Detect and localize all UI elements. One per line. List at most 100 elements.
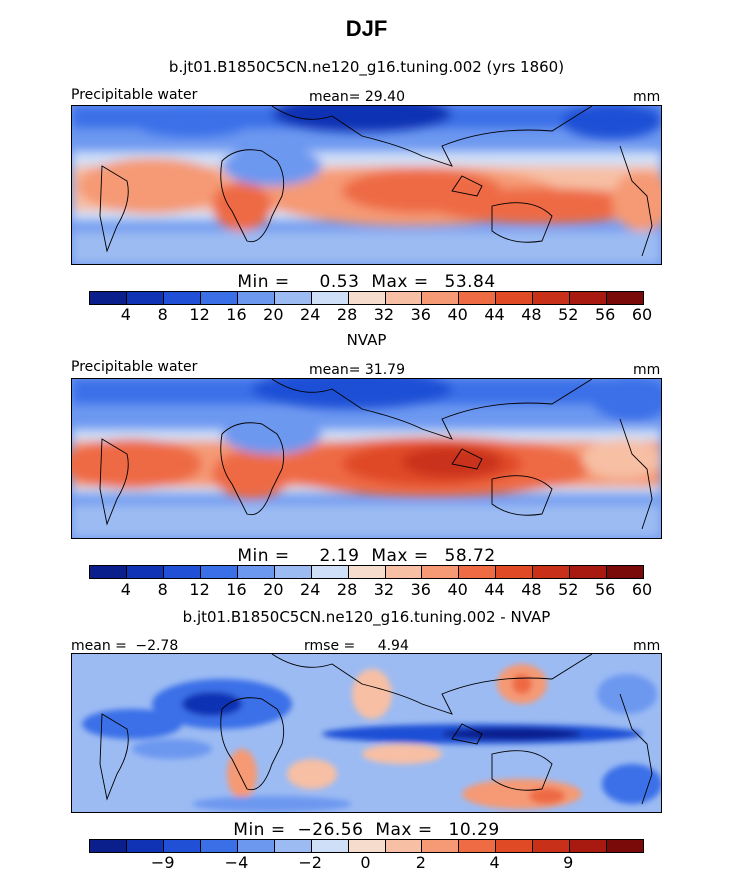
- panel2-colorbar-tick-label: 44: [484, 580, 505, 599]
- panel1-mean: mean= 29.40: [309, 89, 405, 105]
- panel2-colorbar-tick-label: 32: [373, 580, 395, 599]
- panel2-map: [71, 378, 662, 539]
- panel1-colorbar-swatch: [570, 292, 608, 304]
- panel1-colorbar-swatch: [163, 292, 201, 304]
- panel3-min-value: −26.56: [297, 820, 364, 840]
- panel2-colorbar-swatch: [126, 566, 164, 578]
- panel2-mean: mean= 31.79: [309, 362, 405, 378]
- panel3-colorbar-swatch: [163, 840, 201, 852]
- panel2-colorbar-tick-label: 28: [336, 580, 358, 599]
- panel3-colorbar-ticks: −9 −4 −2 0 2 4 9: [89, 853, 642, 873]
- panel1-colorbar-swatch: [311, 292, 349, 304]
- panel3-colorbar-tick-label: −4: [224, 853, 249, 872]
- panel2-colorbar-swatch: [607, 566, 644, 578]
- panel1-colorbar-swatch: [126, 292, 164, 304]
- panel2-variable: Precipitable water: [71, 359, 198, 375]
- panel1-colorbar-tick-label: 36: [410, 305, 431, 324]
- panel3-colorbar-swatch: [200, 840, 238, 852]
- panel3-colorbar-swatch: [570, 840, 608, 852]
- panel3-colorbar-swatch: [126, 840, 164, 852]
- panel3-colorbar-swatch: [274, 840, 312, 852]
- panel2-colorbar-tick-label: 8: [157, 580, 168, 599]
- panel2-colorbar-tick-label: 52: [558, 580, 579, 599]
- panel1-colorbar-swatch: [237, 292, 275, 304]
- panel2-mean-label: mean=: [309, 362, 361, 378]
- panel3-mean-label: mean =: [71, 638, 127, 654]
- panel2-colorbar-tick-label: 24: [300, 580, 321, 599]
- panel2-coastlines: [99, 379, 653, 530]
- panel3-colorbar-tick-label: −9: [150, 853, 175, 872]
- panel2-colorbar-tick-label: 40: [447, 580, 468, 599]
- panel2-units: mm: [633, 362, 661, 378]
- panel1-colorbar-ticks: 4 8 12 16 20 24 28 32 36 40 44 48 52 56 60: [89, 305, 652, 325]
- panel1-colorbar: [89, 291, 644, 305]
- panel1-max-value: 53.84: [444, 272, 496, 292]
- panel2-colorbar-tick-label: 4: [120, 580, 131, 599]
- panel2-colorbar-ticks: 4 8 12 16 20 24 28 32 36 40 44 48 52 56 60: [89, 580, 652, 600]
- panel1-colorbar-tick-label: 40: [447, 305, 468, 324]
- panel2-colorbar-tick-label: 12: [189, 580, 210, 599]
- panel1-colorbar-tick-label: 32: [373, 305, 395, 324]
- panel3-max-label: Max =: [375, 820, 433, 840]
- panel2-colorbar-tick-label: 56: [594, 580, 616, 599]
- panel1-colorbar-swatch: [607, 292, 644, 304]
- panel1-colorbar-swatch: [496, 292, 534, 304]
- panel2-colorbar-swatch: [274, 566, 312, 578]
- panel2-colorbar-swatch: [200, 566, 238, 578]
- panel3-colorbar-swatch: [90, 840, 127, 852]
- panel2-max-value: 58.72: [444, 546, 496, 566]
- panel1-minmax: Min = 0.53 Max = 53.84: [0, 272, 733, 292]
- panel1-colorbar-tick-label: 28: [336, 305, 358, 324]
- panel3-colorbar-swatch: [607, 840, 644, 852]
- panel3-mean-value: −2.78: [135, 638, 179, 654]
- panel3-rmse-value: 4.94: [377, 638, 409, 654]
- panel3-colorbar-swatch: [385, 840, 423, 852]
- panel2-colorbar-swatch: [496, 566, 534, 578]
- panel1-colorbar-tick-label: 4: [120, 305, 131, 324]
- panel1-colorbar-swatch: [274, 292, 312, 304]
- panel2-colorbar-swatch: [163, 566, 201, 578]
- panel2-colorbar-swatch: [90, 566, 127, 578]
- panel1-min-label: Min =: [237, 272, 290, 292]
- panel3-colorbar-swatch: [311, 840, 349, 852]
- panel2-min-value: 2.19: [319, 546, 360, 566]
- panel1-units: mm: [633, 89, 661, 105]
- panel1-colorbar-swatch: [422, 292, 460, 304]
- panel1-colorbar-swatch: [533, 292, 571, 304]
- panel3-coastlines: [99, 654, 653, 805]
- panel1-colorbar-tick-label: 8: [157, 305, 168, 324]
- panel2-colorbar-swatch: [570, 566, 608, 578]
- panel3-max-value: 10.29: [448, 820, 500, 840]
- panel3-colorbar-swatch: [496, 840, 534, 852]
- panel1-colorbar-tick-label: 16: [226, 305, 247, 324]
- panel1-variable: Precipitable water: [71, 87, 198, 103]
- panel2-min-label: Min =: [237, 546, 290, 566]
- panel3-colorbar-tick-label: 4: [489, 853, 500, 872]
- panel2-colorbar-tick-label: 36: [410, 580, 431, 599]
- panel1-coastlines: [99, 106, 653, 257]
- panel1-colorbar-swatch: [348, 292, 386, 304]
- panel1-max-label: Max =: [371, 272, 429, 292]
- panel1-colorbar-tick-label: 24: [300, 305, 321, 324]
- panel1-colorbar-swatch: [90, 292, 127, 304]
- panel3-units: mm: [633, 638, 661, 654]
- panel1-heading: b.jt01.B1850C5CN.ne120_g16.tuning.002 (y…: [168, 58, 565, 76]
- panel2-colorbar-tick-label: 20: [263, 580, 284, 599]
- panel3-rmse-label: rmse =: [304, 638, 356, 654]
- panel3-colorbar-swatch: [348, 840, 386, 852]
- panel2-colorbar-tick-label: 16: [226, 580, 247, 599]
- panel3-map: [71, 653, 662, 813]
- panel3-colorbar-tick-label: 2: [415, 853, 426, 872]
- panel1-colorbar-tick-label: 56: [594, 305, 616, 324]
- panel3-colorbar-swatch: [237, 840, 275, 852]
- panel3-map-svg: [72, 654, 661, 812]
- panel2-heading: NVAP: [346, 331, 387, 349]
- panel3-rmse: rmse = 4.94: [304, 638, 409, 654]
- panel2-colorbar-swatch: [533, 566, 571, 578]
- panel3-colorbar: [89, 839, 644, 853]
- panel1-colorbar-tick-label: 44: [484, 305, 505, 324]
- panel1-colorbar-tick-label: 48: [521, 305, 542, 324]
- panel1-colorbar-tick-label: 60: [631, 305, 653, 324]
- panel1-map-svg: [72, 106, 661, 264]
- panel2-colorbar-swatch: [422, 566, 460, 578]
